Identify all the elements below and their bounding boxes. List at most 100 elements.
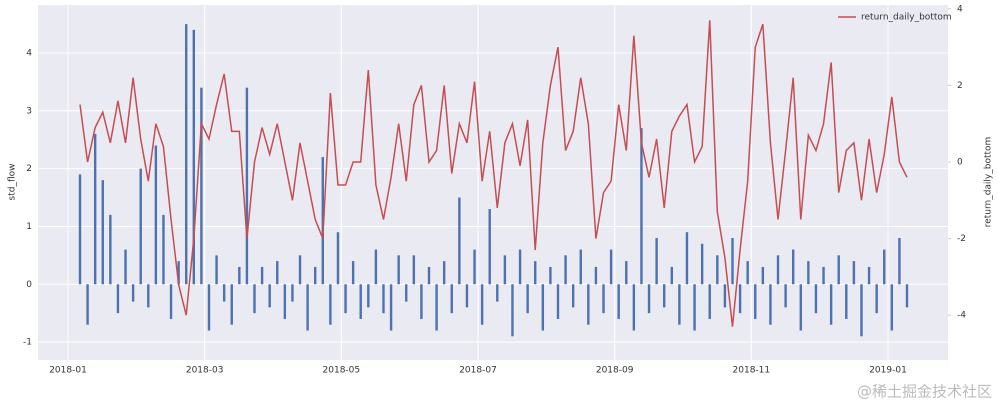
bar xyxy=(852,261,856,285)
x-tick-label: 2018-03 xyxy=(186,366,224,376)
bar xyxy=(147,284,150,308)
bar xyxy=(685,232,689,285)
bar xyxy=(435,284,438,331)
bar xyxy=(837,255,840,285)
x-tick-label: 2019-01 xyxy=(869,366,907,376)
bar xyxy=(883,249,886,285)
bar xyxy=(761,266,765,285)
bar xyxy=(192,29,196,285)
bar xyxy=(420,284,423,319)
bar xyxy=(367,284,370,308)
bar xyxy=(526,284,529,314)
y-axis-label: std_flow xyxy=(8,164,18,201)
line xyxy=(79,20,908,327)
y-tick-label: -1 xyxy=(23,338,32,348)
x-tick-label: 2018-11 xyxy=(733,366,771,376)
bar xyxy=(602,284,605,314)
bar xyxy=(541,284,545,331)
bar xyxy=(776,255,780,285)
bar xyxy=(131,284,135,302)
bar xyxy=(215,255,218,285)
x-tick-label: 2018-05 xyxy=(323,366,361,376)
bar xyxy=(344,284,347,314)
bar xyxy=(693,284,696,331)
bar xyxy=(647,284,651,314)
bar xyxy=(222,284,226,302)
bar xyxy=(609,249,613,285)
bar xyxy=(617,284,620,319)
y2-tick-label: 4 xyxy=(957,4,963,14)
bar xyxy=(731,238,734,285)
bar xyxy=(480,284,484,325)
bar xyxy=(154,145,158,285)
y2-axis-label: return_daily_bottom xyxy=(984,137,994,228)
bar xyxy=(746,261,749,285)
bar xyxy=(116,284,120,314)
bar xyxy=(260,266,264,285)
bar xyxy=(769,284,772,325)
bar xyxy=(716,255,719,285)
bar xyxy=(382,284,385,314)
bar xyxy=(321,157,324,285)
bar xyxy=(518,249,522,285)
bar xyxy=(245,87,249,285)
y2-tick-label: 0 xyxy=(957,158,963,168)
bar xyxy=(503,255,507,285)
bar xyxy=(791,249,795,285)
bar xyxy=(860,284,863,337)
bar xyxy=(564,255,567,285)
bar xyxy=(253,284,256,314)
bar xyxy=(336,232,340,285)
y2-tick-label: -4 xyxy=(957,311,966,321)
bar xyxy=(389,284,393,331)
bar xyxy=(784,284,787,308)
bar xyxy=(473,249,476,285)
bar xyxy=(594,266,598,285)
bar xyxy=(109,214,112,285)
bar xyxy=(807,261,810,285)
bar xyxy=(754,284,757,319)
bar xyxy=(351,261,355,285)
bar xyxy=(314,266,317,285)
bar xyxy=(207,284,211,331)
y-tick-label: 2 xyxy=(26,164,32,174)
bar xyxy=(579,249,582,285)
bar xyxy=(200,87,203,285)
bar xyxy=(898,238,901,285)
bar xyxy=(405,284,408,302)
bar xyxy=(632,284,636,331)
bar xyxy=(496,284,499,302)
bar xyxy=(814,284,818,314)
bar xyxy=(230,284,233,325)
x-tick-label: 2018-01 xyxy=(49,366,87,376)
bar xyxy=(905,284,909,308)
bar xyxy=(374,249,378,285)
y-tick-label: 3 xyxy=(26,106,32,116)
plot-area xyxy=(38,5,948,360)
bar xyxy=(291,284,294,302)
bar xyxy=(93,133,97,285)
bar xyxy=(86,284,89,325)
y-tick-label: 4 xyxy=(26,48,32,58)
y-tick-label: 0 xyxy=(26,280,32,290)
bar xyxy=(169,284,173,319)
watermark: @稀土掘金技术社区 xyxy=(857,383,992,401)
bar xyxy=(534,261,537,285)
x-tick-label: 2018-07 xyxy=(459,366,497,376)
legend-label: return_daily_bottom xyxy=(861,13,952,23)
bar xyxy=(890,284,894,331)
bar xyxy=(238,266,241,285)
bar xyxy=(700,243,704,285)
y-tick-label: 1 xyxy=(26,222,32,232)
x-tick-label: 2018-09 xyxy=(596,366,634,376)
bar xyxy=(124,249,127,285)
y2-tick-label: 2 xyxy=(957,81,963,91)
bar xyxy=(283,284,287,319)
bar xyxy=(412,255,416,285)
bar xyxy=(556,284,560,319)
bar xyxy=(845,284,848,319)
bar xyxy=(625,261,628,285)
bar xyxy=(488,209,491,285)
bar xyxy=(268,284,271,308)
